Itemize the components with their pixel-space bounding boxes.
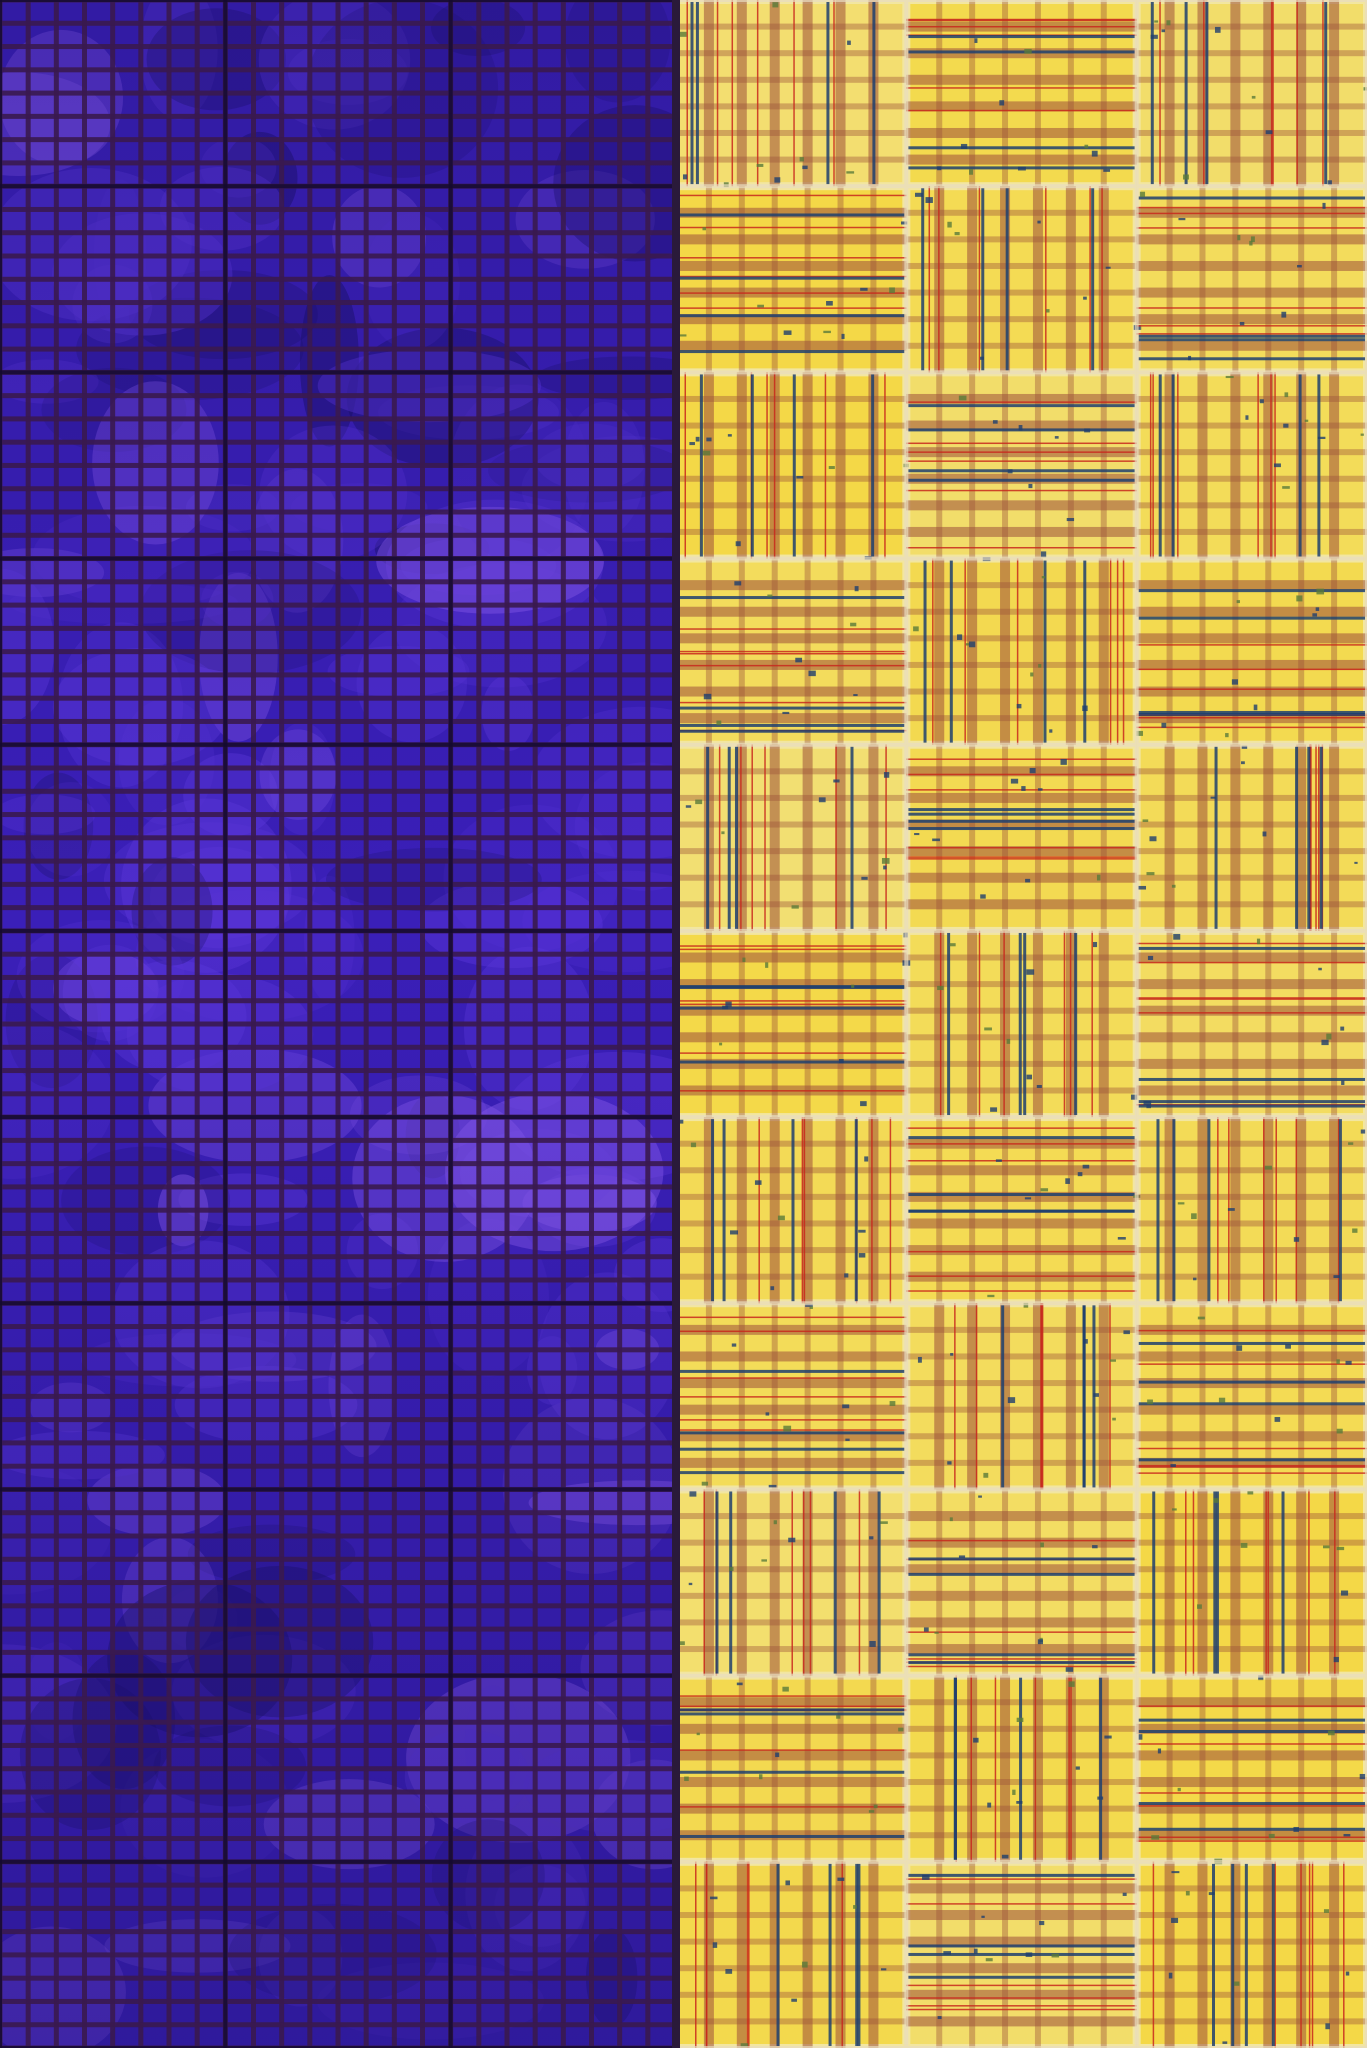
panel-divider <box>672 0 680 2048</box>
purple-grid-panel <box>0 0 676 2048</box>
purple-grid-canvas <box>0 0 676 2048</box>
plaid-grid-canvas <box>676 0 1367 2048</box>
plaid-grid-panel <box>676 0 1367 2048</box>
